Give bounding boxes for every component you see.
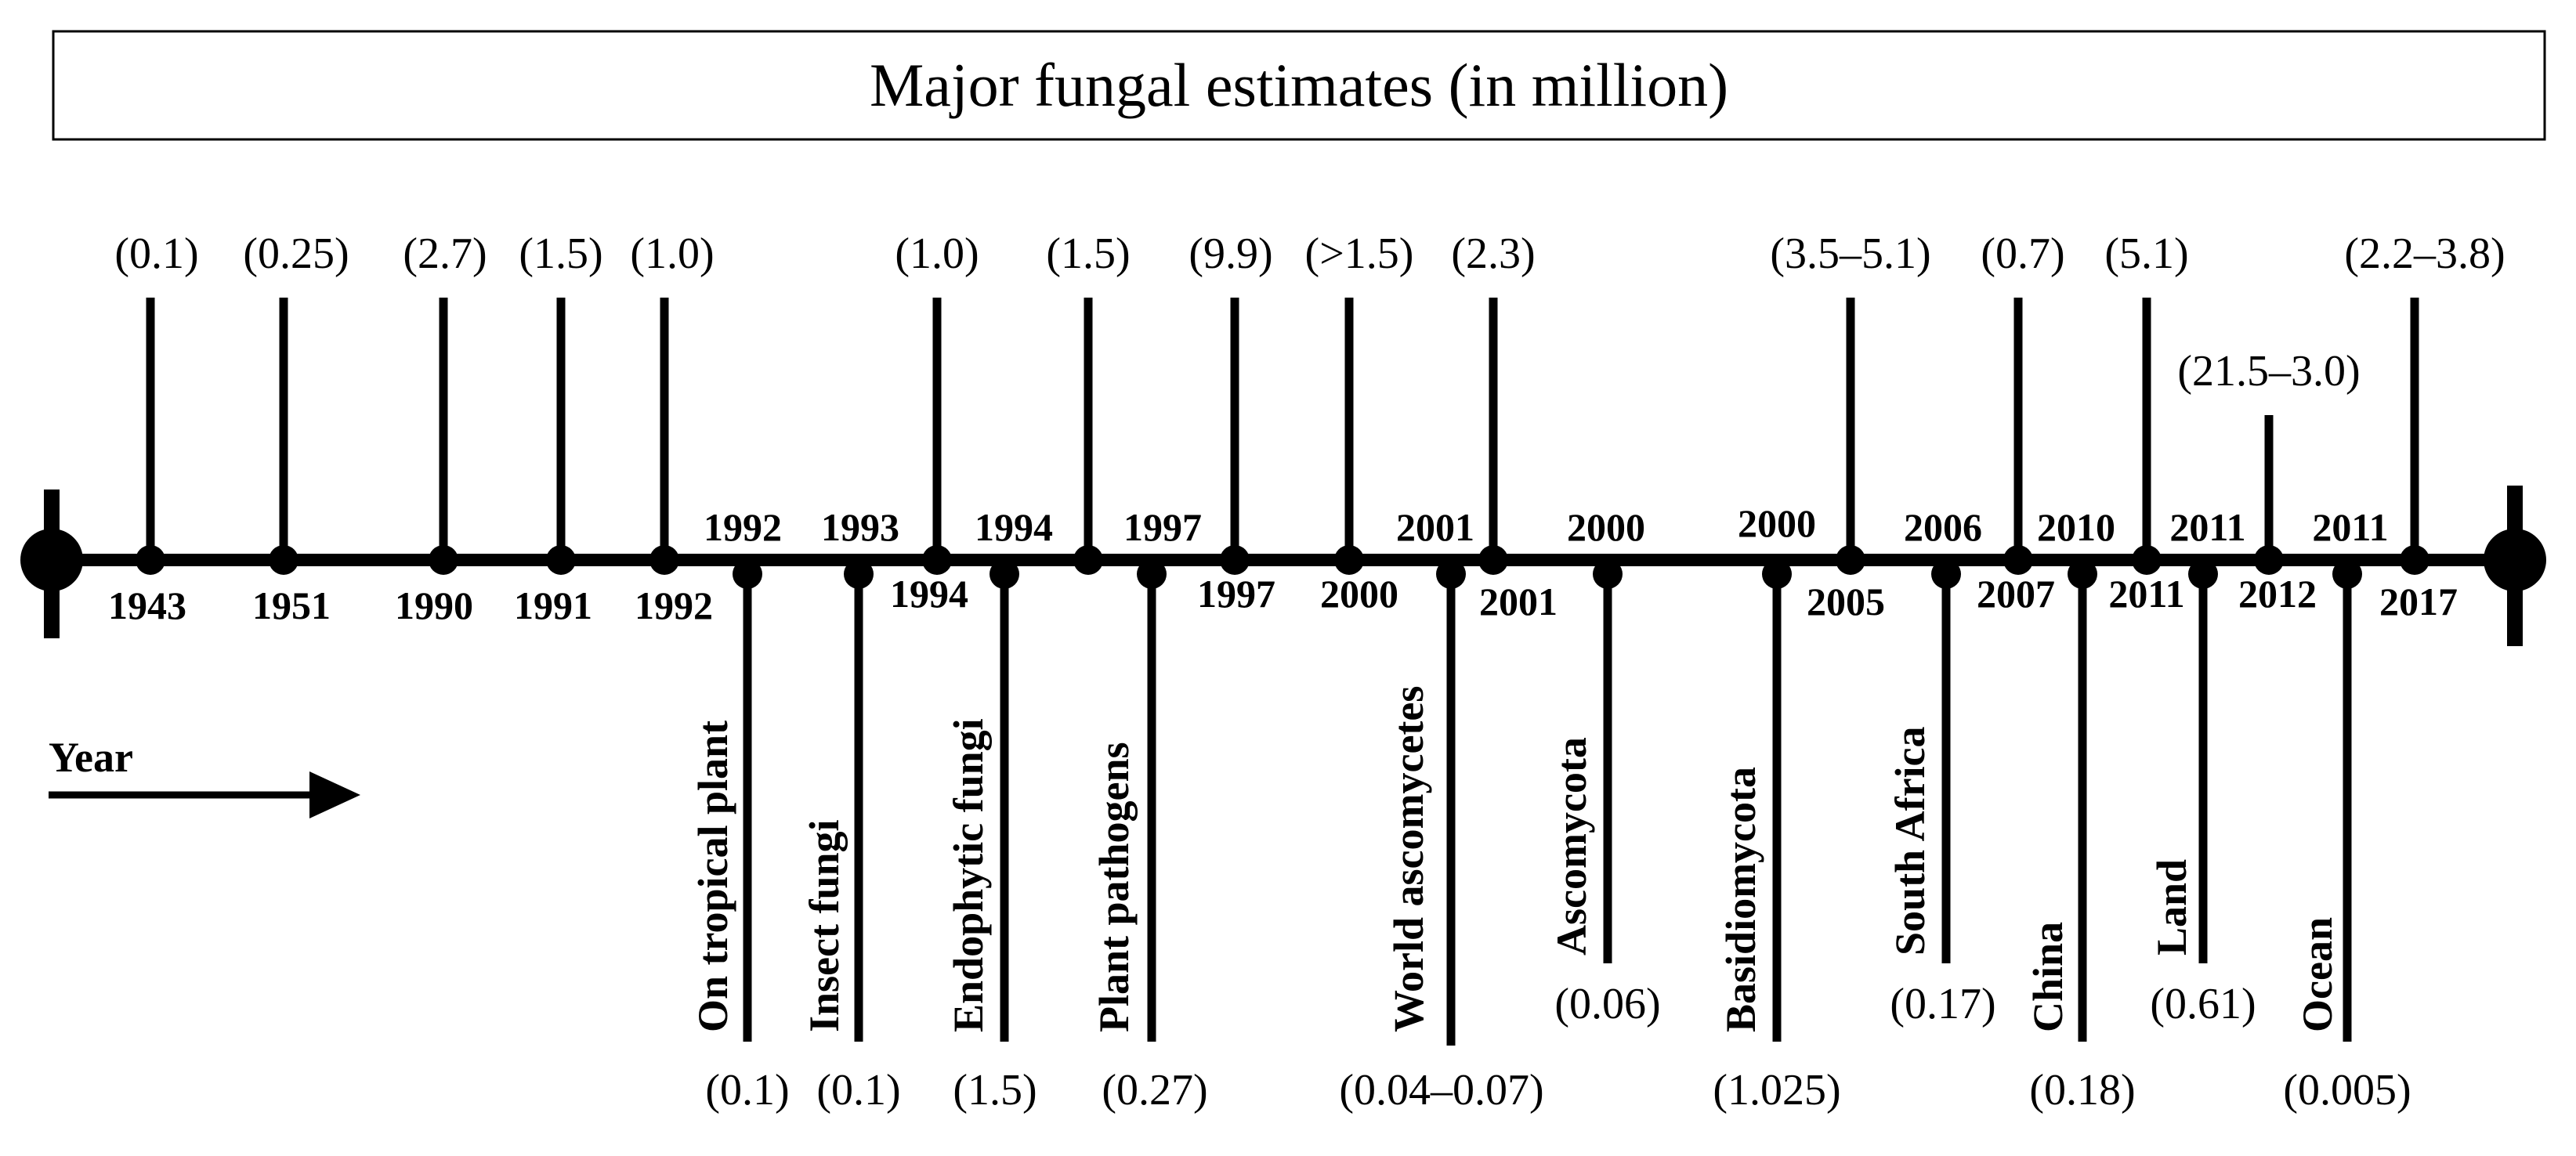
category-label: Ocean xyxy=(2294,917,2341,1032)
year-label: 1994 xyxy=(890,572,968,616)
axis-start-dot xyxy=(20,529,83,591)
estimate-value: (0.7) xyxy=(1981,229,2064,278)
below-entries: 1992 (0.1) On tropical plant 1993 (0.1) Insec… xyxy=(689,501,2411,1114)
estimate-value: (0.005) xyxy=(2283,1066,2411,1114)
below-marker xyxy=(1137,559,1167,589)
estimate-value: (2.3) xyxy=(1451,229,1535,278)
estimate-value: (0.18) xyxy=(2029,1066,2135,1114)
below-marker xyxy=(1762,559,1792,589)
estimate-value: (1.0) xyxy=(630,229,714,278)
category-label: Endophytic fungi xyxy=(945,718,992,1032)
below-marker xyxy=(990,559,1019,589)
below-marker xyxy=(2188,559,2218,589)
above-marker xyxy=(1334,545,1364,575)
above-marker xyxy=(2254,545,2284,575)
estimate-value: (0.61) xyxy=(2150,980,2256,1028)
year-label: 1951 xyxy=(252,583,331,627)
category-label: Insect fungi xyxy=(801,819,848,1032)
estimate-value: (1.5) xyxy=(519,229,602,278)
category-label: Basidiomycota xyxy=(1717,767,1764,1032)
estimate-value: (0.06) xyxy=(1554,980,1660,1028)
below-marker xyxy=(1593,559,1623,589)
estimate-value: (0.1) xyxy=(705,1066,789,1114)
title-box xyxy=(52,30,2546,141)
above-marker xyxy=(922,545,952,575)
above-marker xyxy=(1073,545,1103,575)
year-label: 2012 xyxy=(2238,572,2317,616)
estimate-value: (1.5) xyxy=(953,1066,1037,1114)
below-marker xyxy=(1931,559,1961,589)
above-entries: (0.1) 1943 (0.25) 1951 (2.7) 1990 (1.5) 1991 (1.… xyxy=(108,229,2505,627)
category-label: Plant pathogens xyxy=(1091,742,1138,1032)
year-label: 1994 xyxy=(975,505,1053,549)
year-label: 1993 xyxy=(821,505,899,549)
year-label: 2017 xyxy=(2379,580,2458,623)
above-marker xyxy=(649,545,679,575)
above-marker xyxy=(546,545,576,575)
estimate-value: (>1.5) xyxy=(1305,229,1414,278)
year-label: 2001 xyxy=(1396,505,1474,549)
estimate-value: (0.04–0.07) xyxy=(1339,1066,1543,1114)
category-label: Land xyxy=(2148,859,2195,956)
year-label: 1990 xyxy=(395,583,473,627)
estimate-value: (0.1) xyxy=(114,229,198,278)
year-label: 2006 xyxy=(1904,505,1982,549)
estimate-value: (0.1) xyxy=(816,1066,900,1114)
year-label: 1943 xyxy=(108,583,186,627)
estimate-value: (1.025) xyxy=(1713,1066,1840,1114)
category-label: World ascomycetes xyxy=(1385,686,1432,1032)
above-marker xyxy=(2003,545,2033,575)
estimate-value: (9.9) xyxy=(1189,229,1272,278)
year-label: 2005 xyxy=(1807,580,1885,623)
above-marker xyxy=(1478,545,1508,575)
year-label: 1992 xyxy=(704,505,782,549)
estimate-value: (1.0) xyxy=(895,229,979,278)
estimate-value: (0.25) xyxy=(243,229,349,278)
estimate-value: (5.1) xyxy=(2104,229,2188,278)
category-label: China xyxy=(2024,922,2071,1032)
year-label: 2001 xyxy=(1479,580,1558,623)
above-marker xyxy=(1836,545,1865,575)
below-marker xyxy=(844,559,874,589)
year-label: 1992 xyxy=(635,583,713,627)
category-label: South Africa xyxy=(1887,726,1934,956)
year-label: 2000 xyxy=(1738,501,1816,545)
category-label: Ascomycota xyxy=(1548,737,1595,956)
year-label: 2000 xyxy=(1320,572,1398,616)
year-label: 2010 xyxy=(2037,505,2115,549)
category-label: On tropical plant xyxy=(689,721,736,1032)
below-marker xyxy=(2332,559,2362,589)
below-marker xyxy=(1436,559,1466,589)
estimate-value: (21.5–3.0) xyxy=(2177,347,2360,396)
above-marker xyxy=(269,545,298,575)
page-title: Major fungal estimates (in million) xyxy=(870,51,1728,119)
year-label: 1991 xyxy=(514,583,592,627)
year-label: 2000 xyxy=(1567,505,1645,549)
above-marker xyxy=(2132,545,2162,575)
estimate-value: (2.2–3.8) xyxy=(2344,229,2505,278)
estimate-value: (0.17) xyxy=(1890,980,1995,1028)
year-label: 2007 xyxy=(1977,572,2055,616)
year-label: 2011 xyxy=(2108,572,2184,616)
year-label: 1997 xyxy=(1197,572,1275,616)
estimate-value: (0.27) xyxy=(1102,1066,1207,1114)
above-marker xyxy=(429,545,458,575)
year-label: 2011 xyxy=(2312,505,2388,549)
arrow-head xyxy=(309,771,360,818)
estimate-value: (2.7) xyxy=(403,229,487,278)
below-marker xyxy=(2068,559,2097,589)
below-marker xyxy=(733,559,762,589)
year-label: 2011 xyxy=(2169,505,2245,549)
estimate-value: (1.5) xyxy=(1046,229,1130,278)
year-label: 1997 xyxy=(1123,505,1202,549)
above-marker xyxy=(1220,545,1250,575)
year-legend-label: Year xyxy=(49,734,133,781)
above-marker xyxy=(2400,545,2429,575)
axis-end-dot xyxy=(2484,529,2546,591)
above-marker xyxy=(136,545,165,575)
estimate-value: (3.5–5.1) xyxy=(1770,229,1930,278)
